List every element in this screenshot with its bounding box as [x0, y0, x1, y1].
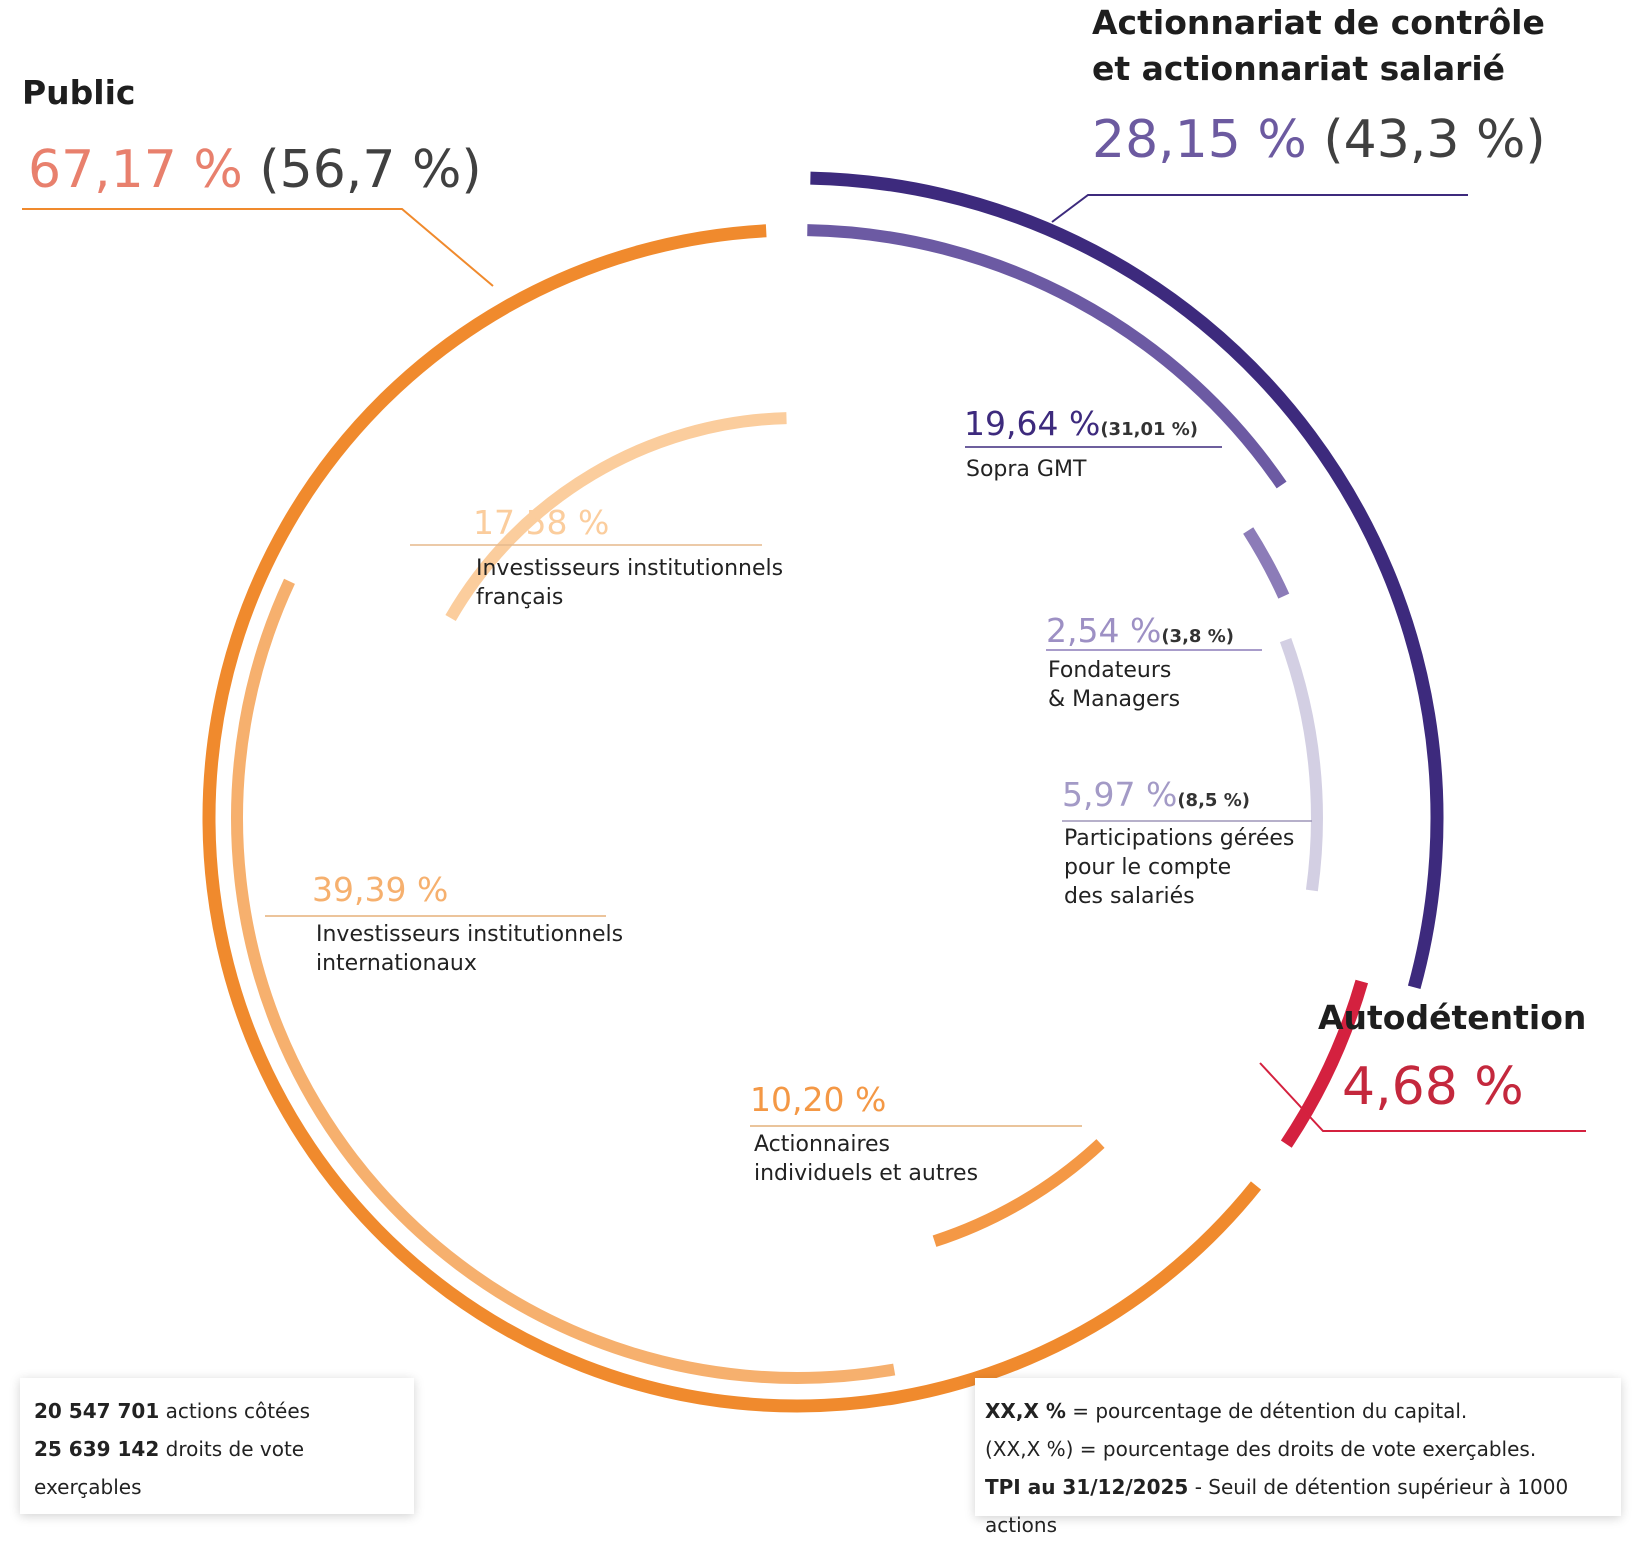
segment-name-line: Actionnaires — [754, 1132, 890, 1157]
arc-segment-2 — [1279, 638, 1323, 892]
vote-pct: (3,8 %) — [1161, 626, 1234, 647]
vote-pct: (43,3 %) — [1323, 110, 1546, 170]
segment-pct-individual: 10,20 % — [750, 1081, 886, 1119]
group-pct-control: 28,15 % (43,3 %) — [1092, 110, 1546, 170]
arc-public — [202, 224, 1262, 1413]
segment-name-line: Investisseurs institutionnels — [316, 922, 624, 947]
arc-treasury — [1280, 979, 1369, 1148]
group-title-line: et actionnariat salarié — [1092, 49, 1506, 88]
votes-line: 25 639 142 droits de vote exerçables — [34, 1437, 305, 1499]
segment-pct-founders: 2,54 %(3,8 %) — [1046, 612, 1234, 656]
segment-name-line: français — [476, 585, 564, 610]
capital-pct: 67,17 % — [28, 140, 243, 200]
shares-info-box: 20 547 701 actions côtées 25 639 142 dro… — [20, 1378, 414, 1514]
legend-line: TPI au 31/12/2025 - Seuil de détention s… — [985, 1475, 1569, 1537]
segment-name-line: pour le compte — [1064, 855, 1232, 880]
segment-name-line: des salariés — [1064, 884, 1195, 909]
capital-pct: 2,54 % — [1046, 611, 1162, 650]
vote-pct: (31,01 %) — [1100, 419, 1199, 440]
segment-name-founders: Fondateurs & Managers — [1048, 656, 1180, 714]
capital-pct: 19,64 % — [964, 404, 1101, 443]
vote-pct: (8,5 %) — [1177, 790, 1250, 811]
segment-name-employees: Participations gérées pour le compte des… — [1064, 824, 1294, 911]
segment-name-line: Investisseurs institutionnels — [476, 556, 784, 581]
arc-international-investors — [231, 578, 896, 1384]
segment-name-line: & Managers — [1048, 687, 1181, 712]
arc-segment-1 — [1243, 527, 1290, 599]
group-title-public: Public — [22, 73, 136, 112]
legend-line: XX,X % = pourcentage de détention du cap… — [985, 1399, 1468, 1423]
capital-pct: 39,39 % — [312, 870, 449, 909]
capital-pct: 17,58 % — [473, 503, 610, 542]
arc-french-investors — [445, 412, 787, 622]
capital-pct: 5,97 % — [1062, 775, 1178, 814]
leader-treasury — [1259, 1062, 1586, 1132]
segment-pct-sopra-gmt: 19,64 %(31,01 %) — [964, 405, 1198, 449]
group-pct-treasury: 4,68 % — [1342, 1057, 1524, 1117]
segment-name-line: Participations gérées — [1064, 826, 1295, 851]
segment-name-line: individuels et autres — [754, 1161, 979, 1186]
segment-name-french-investors: Investisseurs institutionnels français — [476, 554, 783, 612]
shares-line: 20 547 701 actions côtées — [34, 1399, 311, 1423]
segment-name-line: Sopra GMT — [966, 457, 1087, 482]
segment-name-line: internationaux — [316, 951, 477, 976]
group-pct-public: 67,17 % (56,7 %) — [28, 140, 482, 200]
segment-pct-international-investors: 39,39 % — [312, 871, 448, 909]
capital-pct: 10,20 % — [750, 1080, 887, 1119]
vote-pct: (56,7 %) — [259, 140, 482, 200]
arc-segment-0 — [807, 224, 1287, 489]
segment-name-sopra-gmt: Sopra GMT — [966, 455, 1086, 484]
legend-line: (XX,X %) = pourcentage des droits de vot… — [985, 1437, 1537, 1461]
segment-pct-employees: 5,97 %(8,5 %) — [1062, 776, 1250, 820]
capital-pct: 4,68 % — [1342, 1057, 1524, 1117]
group-title-treasury: Autodétention — [1318, 998, 1587, 1037]
legend-info-box: XX,X % = pourcentage de détention du cap… — [975, 1378, 1621, 1537]
segment-pct-french-investors: 17,58 % — [473, 504, 609, 542]
arc-individual — [932, 1139, 1105, 1247]
group-title-control: Actionnariat de contrôle et actionnariat… — [1092, 0, 1545, 92]
segment-name-line: Fondateurs — [1048, 658, 1172, 683]
segment-name-international-investors: Investisseurs institutionnels internatio… — [316, 920, 623, 978]
leader-control — [1051, 194, 1468, 223]
group-title-line: Actionnariat de contrôle — [1092, 3, 1545, 42]
arc-control — [810, 171, 1444, 990]
capital-pct: 28,15 % — [1092, 110, 1307, 170]
leader-public — [22, 208, 494, 287]
segment-name-individual: Actionnaires individuels et autres — [754, 1130, 978, 1188]
